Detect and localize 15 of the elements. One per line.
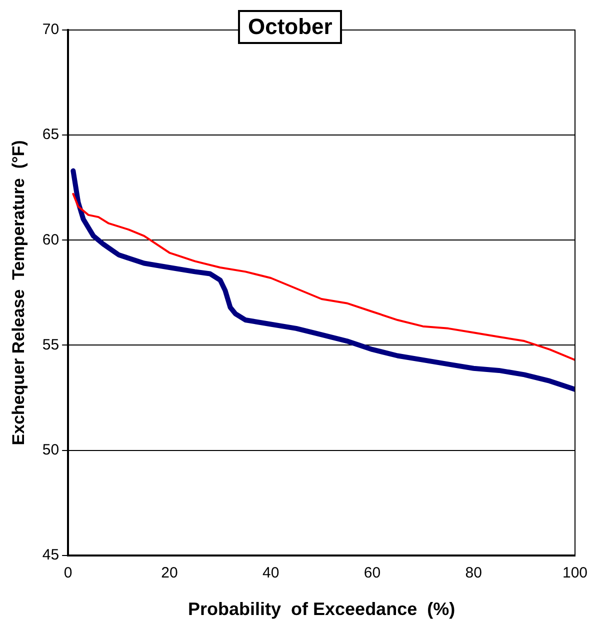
x-tick-label: 40 [262, 564, 280, 582]
y-tick-label: 65 [42, 126, 60, 144]
x-tick-label: 80 [465, 564, 482, 582]
x-tick-label: 0 [64, 564, 72, 582]
x-tick-label: 60 [364, 564, 381, 582]
x-axis-title: Probability of Exceedance (%) [188, 599, 456, 620]
y-tick-label: 55 [42, 336, 60, 354]
y-axis-title: Exchequer Release Temperature (°F) [8, 140, 28, 446]
chart-title: October [238, 10, 342, 44]
x-tick-label: 20 [161, 564, 178, 582]
y-tick-label: 70 [42, 21, 60, 38]
y-tick-label: 60 [42, 231, 60, 248]
y-tick-label: 50 [42, 441, 60, 458]
x-tick-label: 100 [562, 564, 588, 582]
y-tick-label: 45 [42, 546, 60, 564]
